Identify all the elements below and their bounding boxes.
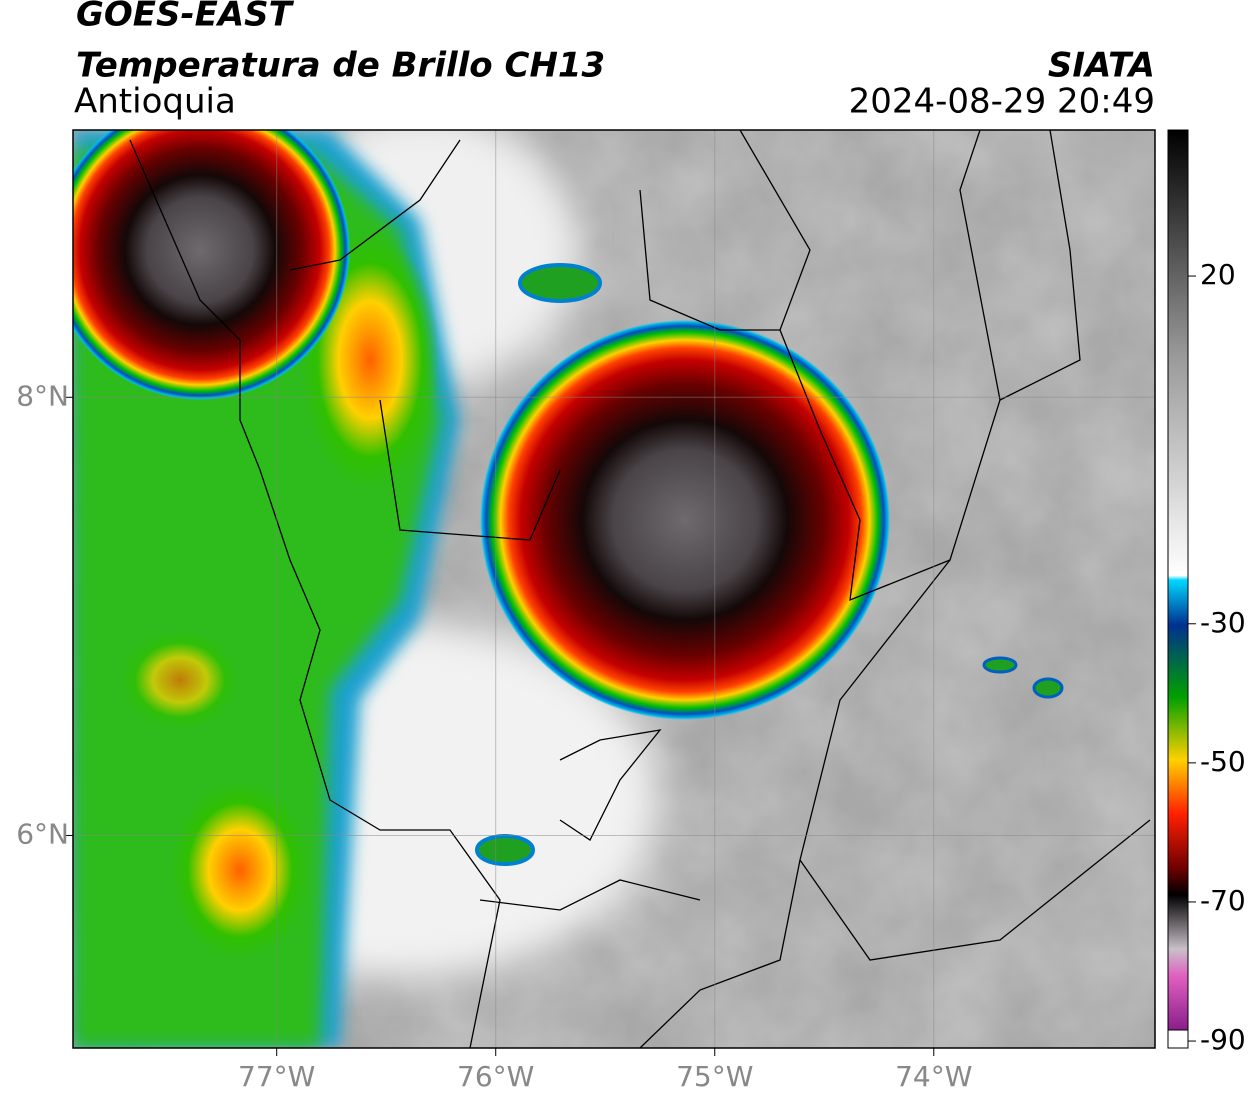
x-tick-label: 77°W [238, 1060, 315, 1093]
region: Antioquia [74, 82, 236, 122]
x-tick-label: 74°W [895, 1060, 972, 1093]
y-tick-label: 6°N [16, 817, 69, 850]
map-frame [72, 129, 1156, 1049]
x-tick-label: 76°W [457, 1060, 534, 1093]
colorbar-tick-label: 20 [1200, 258, 1236, 291]
x-tick-label: 75°W [676, 1060, 753, 1093]
title: GOES-EAST [76, 0, 295, 35]
colorbar [1168, 130, 1188, 1030]
colorbar-frame [1167, 129, 1189, 1049]
colorbar-tick-label: -70 [1200, 884, 1246, 917]
y-tick-label: 8°N [16, 379, 69, 412]
colorbar-extension [1167, 1029, 1189, 1049]
colorbar-tick-label: -90 [1200, 1023, 1246, 1056]
colorbar-tick-label: -30 [1200, 606, 1246, 639]
timestamp: 2024-08-29 20:49 [849, 82, 1155, 122]
satellite-image [73, 130, 1155, 1048]
colorbar-tick-label: -50 [1200, 745, 1246, 778]
subtitle: Temperatura de Brillo CH13 [76, 46, 605, 86]
source: SIATA [1048, 46, 1155, 86]
